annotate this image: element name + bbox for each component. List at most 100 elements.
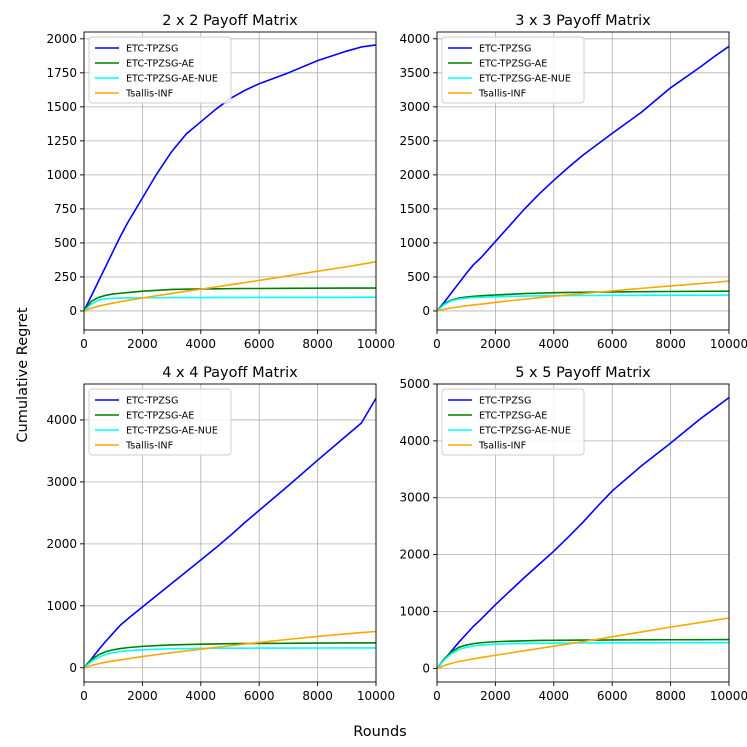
y-tick-label: 1000 <box>46 168 77 182</box>
x-tick-label: 4000 <box>186 689 217 703</box>
x-tick-label: 2000 <box>127 689 158 703</box>
x-tick-label: 8000 <box>655 689 686 703</box>
x-tick-label: 2000 <box>480 337 511 351</box>
x-tick-label: 6000 <box>244 689 275 703</box>
x-tick-label: 2000 <box>127 337 158 351</box>
x-tick-label: 8000 <box>655 337 686 351</box>
legend-label: ETC-TPZSG-AE-NUE <box>126 74 218 85</box>
y-tick-label: 1000 <box>399 236 430 250</box>
x-tick-label: 0 <box>80 337 88 351</box>
legend-box <box>441 388 585 456</box>
series-line-etc-tpzsg-ae <box>83 287 376 312</box>
y-tick-label: 500 <box>407 270 430 284</box>
y-tick-label: 5000 <box>399 377 430 391</box>
x-tick-label: 2000 <box>480 689 511 703</box>
panel-2x2: 2 x 2 Payoff Matrix 0 2000 4000 6000 8000 100… <box>46 13 395 351</box>
legend-label: ETC-TPZSG <box>479 396 531 407</box>
legend-label: ETC-TPZSG-AE-NUE <box>479 74 571 85</box>
legend-5x5: ETC-TPZSG ETC-TPZSG-AE ETC-TPZSG-AE-NUE Tsa… <box>441 388 585 456</box>
y-tick-label: 1250 <box>46 134 77 148</box>
x-tick-label: 4000 <box>539 689 570 703</box>
series-line-etc-tpzsg-ae <box>83 642 377 669</box>
y-tick-label: 4000 <box>46 413 77 427</box>
axes-frame-5x5 <box>436 383 730 683</box>
legend-label: ETC-TPZSG-AE <box>126 59 194 70</box>
legend-label: ETC-TPZSG-AE-NUE <box>479 426 571 437</box>
series-line-tsallis-inf <box>436 280 730 312</box>
panel-3x3: 3 x 3 Payoff Matrix 0 2000 4000 6000 8000 100… <box>399 13 747 351</box>
legend-label: ETC-TPZSG <box>126 44 178 55</box>
y-tick-label: 3000 <box>46 475 77 489</box>
y-tick-label: 0 <box>422 304 430 318</box>
x-tick-label: 6000 <box>597 689 628 703</box>
legend-label: ETC-TPZSG-AE <box>479 411 547 422</box>
series-line-tsallis-inf <box>436 617 730 670</box>
legend-label: ETC-TPZSG-AE <box>479 59 547 70</box>
y-tick-label: 4000 <box>399 434 430 448</box>
legend-label: Tsallis-INF <box>478 441 526 452</box>
y-tick-label: 3000 <box>399 100 430 114</box>
y-ticks-2x2: 0 250 500 750 1000 1250 1500 1750 2000 <box>46 32 84 318</box>
series-line-tsallis-inf <box>83 630 377 669</box>
legend-label: Tsallis-INF <box>125 441 173 452</box>
legend-label: Tsallis-INF <box>478 89 526 100</box>
series-line-etc-tpzsg-ae-nue <box>83 647 376 669</box>
panel-5x5: 5 x 5 Payoff Matrix 0 2000 4000 6000 8000 100… <box>399 365 747 703</box>
x-tick-label: 6000 <box>597 337 628 351</box>
legend-label: ETC-TPZSG-AE <box>126 411 194 422</box>
panel-title-5x5: 5 x 5 Payoff Matrix <box>515 365 651 381</box>
panel-4x4: 4 x 4 Payoff Matrix 0 2000 4000 6000 8000 100… <box>46 365 395 703</box>
x-tick-label: 10000 <box>357 689 395 703</box>
y-tick-label: 750 <box>54 202 77 216</box>
series-line-etc-tpzsg <box>436 397 730 669</box>
y-tick-label: 2000 <box>399 168 430 182</box>
series-lines-3x3 <box>436 45 730 312</box>
y-tick-label: 2500 <box>399 134 430 148</box>
legend-3x3: ETC-TPZSG ETC-TPZSG-AE ETC-TPZSG-AE-NUE Tsa… <box>441 36 585 104</box>
y-ticks-3x3: 0 500 1000 1500 2000 2500 3000 3500 4000 <box>399 32 437 318</box>
y-tick-label: 2000 <box>46 537 77 551</box>
x-tick-label: 6000 <box>244 337 275 351</box>
x-tick-label: 4000 <box>186 337 217 351</box>
y-tick-label: 0 <box>69 304 77 318</box>
series-line-etc-tpzsg <box>83 44 377 312</box>
x-tick-label: 10000 <box>710 337 747 351</box>
legend-box <box>88 388 232 456</box>
y-tick-label: 0 <box>422 661 430 675</box>
y-tick-label: 2000 <box>46 32 77 46</box>
y-tick-label: 2000 <box>399 548 430 562</box>
legend-label: Tsallis-INF <box>125 89 173 100</box>
axes-frame-4x4 <box>83 383 377 683</box>
x-axis-label: Rounds <box>353 724 406 740</box>
axes-frame-2x2 <box>83 31 377 331</box>
series-line-etc-tpzsg <box>83 397 377 669</box>
y-tick-label: 1000 <box>399 604 430 618</box>
series-line-etc-tpzsg-ae-nue <box>83 296 376 312</box>
y-tick-label: 4000 <box>399 32 430 46</box>
x-ticks-5x5: 0 2000 4000 6000 8000 10000 <box>433 682 747 703</box>
legend-box <box>441 36 585 104</box>
x-tick-label: 0 <box>80 689 88 703</box>
series-line-etc-tpzsg-ae-nue <box>436 294 730 312</box>
x-tick-label: 4000 <box>539 337 570 351</box>
y-tick-label: 1750 <box>46 66 77 80</box>
legend-4x4: ETC-TPZSG ETC-TPZSG-AE ETC-TPZSG-AE-NUE Tsa… <box>88 388 232 456</box>
x-tick-label: 0 <box>433 337 441 351</box>
y-tick-label: 1500 <box>46 100 77 114</box>
panel-title-3x3: 3 x 3 Payoff Matrix <box>515 13 651 29</box>
series-line-etc-tpzsg-ae-nue <box>436 641 730 669</box>
x-tick-label: 10000 <box>710 689 747 703</box>
x-ticks-2x2: 0 2000 4000 6000 8000 10000 <box>80 330 395 351</box>
series-lines-4x4 <box>83 397 377 669</box>
series-line-tsallis-inf <box>83 260 377 312</box>
axes-frame-3x3 <box>436 31 730 331</box>
y-axis-label: Cumulative Regret <box>15 307 31 442</box>
y-ticks-5x5: 0 1000 2000 3000 4000 5000 <box>399 377 437 675</box>
y-tick-label: 1000 <box>46 599 77 613</box>
legend-box <box>88 36 232 104</box>
y-tick-label: 1500 <box>399 202 430 216</box>
y-tick-label: 3500 <box>399 66 430 80</box>
y-tick-label: 0 <box>69 661 77 675</box>
x-ticks-4x4: 0 2000 4000 6000 8000 10000 <box>80 682 395 703</box>
